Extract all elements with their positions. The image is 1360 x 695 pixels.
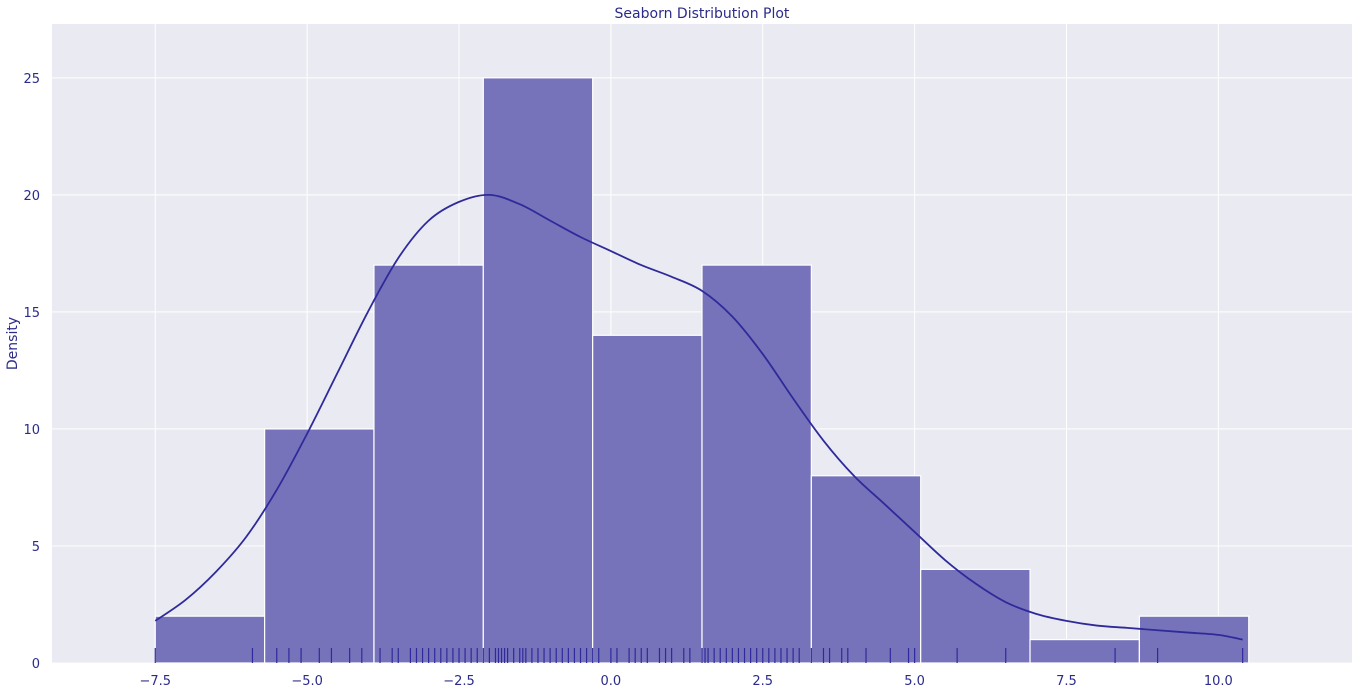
- y-tick-label: 10: [23, 423, 40, 438]
- histogram-bar: [701, 264, 812, 664]
- x-axis-ticks: −7.5 −5.0 −2.5 0.0 2.5 5.0 7.5 10.0: [139, 674, 1232, 689]
- x-tick-label: 7.5: [1056, 674, 1077, 689]
- histogram-bar: [810, 475, 922, 664]
- histogram-bar: [1138, 615, 1250, 664]
- x-tick-label: 2.5: [752, 674, 773, 689]
- histogram-bar: [373, 264, 484, 664]
- histogram-bar: [154, 615, 266, 664]
- y-tick-label: 0: [32, 657, 40, 672]
- histogram-bar: [592, 334, 703, 664]
- x-tick-label: 0.0: [601, 674, 622, 689]
- chart-title: Seaborn Distribution Plot: [615, 6, 790, 22]
- kde-curve: [154, 193, 1243, 641]
- y-tick-label: 15: [23, 306, 40, 321]
- x-tick-label: −7.5: [139, 674, 171, 689]
- x-tick-label: 5.0: [904, 674, 925, 689]
- x-tick-label: 10.0: [1204, 674, 1233, 689]
- histogram-bar: [1029, 638, 1140, 664]
- x-tick-label: −5.0: [291, 674, 323, 689]
- histogram-bars: [154, 77, 1250, 664]
- y-tick-label: 25: [23, 72, 40, 87]
- y-tick-label: 5: [32, 540, 40, 555]
- x-tick-label: −2.5: [443, 674, 475, 689]
- histogram-bar: [264, 428, 375, 664]
- y-axis-label: Density: [5, 317, 21, 370]
- histogram-bar: [482, 77, 594, 664]
- histogram-bar: [920, 568, 1031, 664]
- rug-marks: [154, 648, 1244, 663]
- y-axis-ticks: 0 5 10 15 20 25: [23, 72, 40, 672]
- y-tick-label: 20: [23, 189, 40, 204]
